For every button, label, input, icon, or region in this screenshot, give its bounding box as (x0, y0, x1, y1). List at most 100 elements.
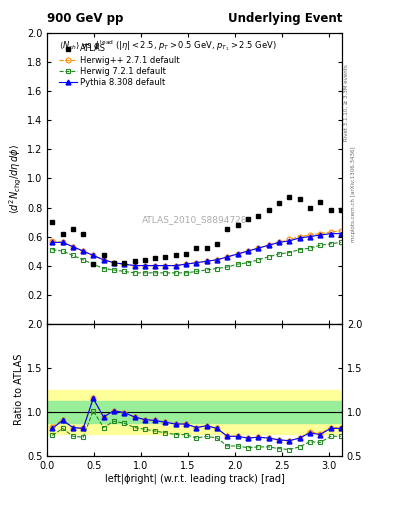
Pythia 8.308 default (266, 242, 271, 248)
Herwig 7.2.1 default (142, 270, 147, 276)
Pythia 8.308 default (246, 248, 250, 254)
Bar (47, 390, 342, 434)
Herwig++ 2.7.1 default (215, 257, 219, 263)
Pythia 8.308 default (184, 261, 188, 267)
ATLAS (50, 219, 55, 225)
Text: mcplots.cern.ch [arXiv:1306.3436]: mcplots.cern.ch [arXiv:1306.3436] (351, 147, 356, 242)
Herwig 7.2.1 default (277, 251, 281, 257)
Pythia 8.308 default (101, 257, 106, 263)
ATLAS (132, 258, 137, 264)
Pythia 8.308 default (50, 239, 55, 245)
Herwig 7.2.1 default (184, 270, 188, 276)
Text: Underlying Event: Underlying Event (228, 12, 342, 25)
Herwig++ 2.7.1 default (328, 229, 333, 236)
Herwig++ 2.7.1 default (132, 263, 137, 269)
ATLAS (91, 261, 95, 267)
Herwig++ 2.7.1 default (163, 263, 168, 269)
Pythia 8.308 default (277, 239, 281, 245)
ATLAS (215, 241, 219, 247)
ATLAS (163, 254, 168, 260)
Pythia 8.308 default (225, 254, 230, 260)
Herwig++ 2.7.1 default (287, 237, 292, 243)
Text: Rivet 3.1.10, ≥ 3.3M events: Rivet 3.1.10, ≥ 3.3M events (344, 64, 349, 141)
Line: ATLAS: ATLAS (50, 195, 343, 267)
Herwig 7.2.1 default (71, 252, 75, 259)
Herwig 7.2.1 default (318, 242, 323, 248)
Herwig 7.2.1 default (112, 267, 116, 273)
Pythia 8.308 default (297, 235, 302, 241)
Herwig 7.2.1 default (204, 267, 209, 273)
Herwig++ 2.7.1 default (60, 239, 65, 245)
ATLAS (71, 226, 75, 232)
Herwig 7.2.1 default (60, 248, 65, 254)
ATLAS (266, 207, 271, 214)
Text: 900 GeV pp: 900 GeV pp (47, 12, 123, 25)
Herwig++ 2.7.1 default (50, 238, 55, 244)
ATLAS (112, 260, 116, 266)
Pythia 8.308 default (142, 263, 147, 269)
ATLAS (328, 207, 333, 214)
Pythia 8.308 default (307, 233, 312, 240)
Herwig++ 2.7.1 default (297, 233, 302, 240)
Herwig 7.2.1 default (81, 257, 86, 263)
Herwig++ 2.7.1 default (184, 261, 188, 267)
Herwig 7.2.1 default (163, 270, 168, 276)
ATLAS (184, 251, 188, 257)
Bar (47, 401, 342, 423)
Pythia 8.308 default (91, 252, 95, 259)
Herwig 7.2.1 default (101, 265, 106, 271)
ATLAS (142, 257, 147, 263)
Herwig 7.2.1 default (338, 239, 343, 245)
Herwig++ 2.7.1 default (235, 251, 240, 257)
Pythia 8.308 default (81, 248, 86, 254)
Herwig++ 2.7.1 default (256, 245, 261, 251)
Herwig++ 2.7.1 default (318, 230, 323, 237)
Herwig++ 2.7.1 default (112, 260, 116, 266)
Herwig 7.2.1 default (328, 241, 333, 247)
ATLAS (225, 226, 230, 232)
Herwig 7.2.1 default (297, 247, 302, 253)
Herwig 7.2.1 default (256, 257, 261, 263)
Text: $\langle N_{ch} \rangle$ vs $\phi^{\rm lead}$ ($|\eta| < 2.5$, $p_T > 0.5$ GeV, : $\langle N_{ch} \rangle$ vs $\phi^{\rm l… (59, 38, 277, 53)
Herwig 7.2.1 default (287, 249, 292, 255)
Herwig 7.2.1 default (122, 268, 127, 274)
ATLAS (277, 200, 281, 206)
Pythia 8.308 default (235, 251, 240, 257)
Herwig++ 2.7.1 default (338, 228, 343, 234)
Line: Pythia 8.308 default: Pythia 8.308 default (50, 231, 343, 268)
ATLAS (204, 245, 209, 251)
Herwig 7.2.1 default (91, 261, 95, 267)
Herwig 7.2.1 default (50, 247, 55, 253)
Herwig++ 2.7.1 default (173, 263, 178, 269)
Pythia 8.308 default (204, 258, 209, 264)
ATLAS (307, 204, 312, 210)
Line: Herwig 7.2.1 default: Herwig 7.2.1 default (50, 240, 343, 275)
Pythia 8.308 default (122, 261, 127, 267)
Herwig 7.2.1 default (225, 264, 230, 270)
Herwig++ 2.7.1 default (122, 261, 127, 267)
Herwig++ 2.7.1 default (204, 258, 209, 264)
Y-axis label: Ratio to ATLAS: Ratio to ATLAS (14, 354, 24, 425)
Herwig++ 2.7.1 default (266, 242, 271, 248)
ATLAS (122, 260, 127, 266)
Pythia 8.308 default (287, 238, 292, 244)
Herwig 7.2.1 default (153, 270, 158, 276)
ATLAS (318, 199, 323, 205)
Herwig 7.2.1 default (194, 268, 199, 274)
Herwig++ 2.7.1 default (307, 232, 312, 238)
ATLAS (194, 245, 199, 251)
Herwig++ 2.7.1 default (101, 257, 106, 263)
Text: ATLAS_2010_S8894728: ATLAS_2010_S8894728 (142, 215, 247, 224)
Herwig 7.2.1 default (215, 265, 219, 271)
Herwig++ 2.7.1 default (225, 254, 230, 260)
ATLAS (287, 194, 292, 200)
Herwig++ 2.7.1 default (91, 252, 95, 259)
Line: Herwig++ 2.7.1 default: Herwig++ 2.7.1 default (50, 228, 343, 268)
Herwig 7.2.1 default (307, 245, 312, 251)
Pythia 8.308 default (173, 263, 178, 269)
ATLAS (173, 252, 178, 259)
ATLAS (235, 222, 240, 228)
ATLAS (81, 230, 86, 237)
ATLAS (297, 196, 302, 202)
Pythia 8.308 default (163, 263, 168, 269)
